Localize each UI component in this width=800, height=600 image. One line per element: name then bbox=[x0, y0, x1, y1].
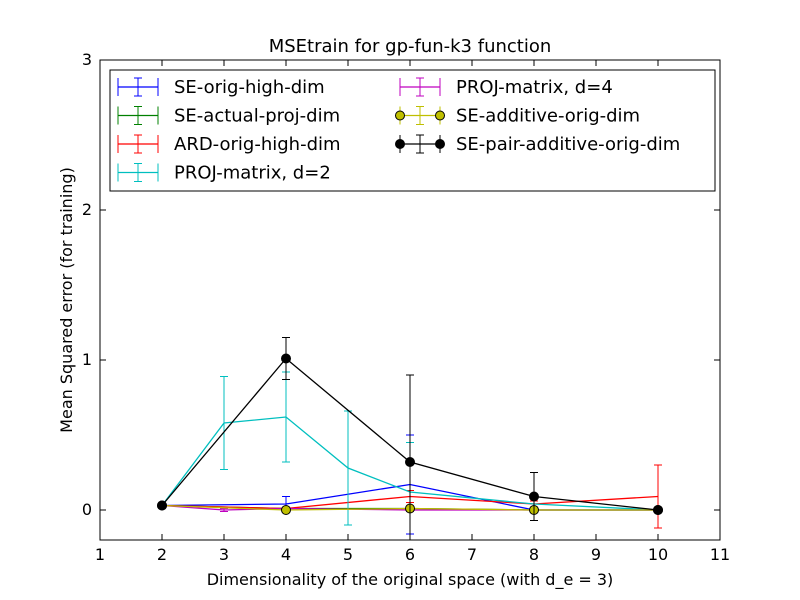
legend-marker bbox=[395, 139, 405, 149]
legend-box bbox=[109, 69, 716, 192]
data-point bbox=[281, 505, 291, 515]
legend-label: SE-additive-orig-dim bbox=[456, 106, 640, 127]
x-tick-label: 9 bbox=[591, 545, 601, 564]
legend-marker bbox=[435, 139, 445, 149]
x-tick-label: 3 bbox=[219, 545, 229, 564]
legend-entry-4: PROJ-matrix, d=4 bbox=[399, 77, 613, 98]
legend-label: SE-orig-high-dim bbox=[174, 77, 325, 98]
x-axis-label: Dimensionality of the original space (wi… bbox=[207, 570, 614, 590]
legend-marker bbox=[395, 110, 405, 121]
series-3 bbox=[161, 371, 662, 540]
x-tick-label: 11 bbox=[710, 545, 730, 564]
x-tick-label: 6 bbox=[405, 545, 415, 564]
data-point bbox=[529, 491, 539, 502]
x-tick-label: 7 bbox=[467, 545, 477, 564]
legend-label: SE-pair-additive-orig-dim bbox=[456, 134, 680, 155]
x-tick-label: 5 bbox=[343, 545, 353, 564]
axes: 1 2 3 4 5 6 7 8 9 10 11 0 1 2 3 bbox=[82, 50, 730, 564]
legend-marker bbox=[435, 110, 445, 121]
y-tick-label: 3 bbox=[82, 50, 92, 69]
legend-label: PROJ-matrix, d=4 bbox=[456, 77, 613, 98]
data-point bbox=[405, 457, 415, 467]
legend-label: SE-actual-proj-dim bbox=[174, 106, 340, 127]
y-axis-label: Mean Squared error (for training) bbox=[57, 167, 76, 433]
x-tick-label: 2 bbox=[157, 545, 167, 564]
legend-entry-2: ARD-orig-high-dim bbox=[117, 134, 341, 155]
legend-entry-6: SE-pair-additive-orig-dim bbox=[395, 134, 680, 155]
data-point bbox=[157, 500, 167, 511]
legend-label: PROJ-matrix, d=2 bbox=[174, 163, 331, 184]
y-tick-label: 2 bbox=[82, 200, 92, 219]
legend-label: ARD-orig-high-dim bbox=[174, 134, 341, 155]
x-tick-label: 8 bbox=[529, 545, 539, 564]
legend-entry-0: SE-orig-high-dim bbox=[117, 77, 325, 98]
series-2 bbox=[161, 464, 662, 529]
legend-entry-5: SE-additive-orig-dim bbox=[395, 106, 640, 127]
data-point bbox=[653, 505, 663, 515]
y-tick-label: 1 bbox=[82, 350, 92, 369]
x-tick-label: 4 bbox=[281, 545, 291, 564]
x-tick-label: 10 bbox=[648, 545, 668, 564]
legend-entry-1: SE-actual-proj-dim bbox=[117, 106, 340, 127]
plot-area bbox=[157, 337, 663, 540]
series-6 bbox=[157, 337, 663, 540]
legend-entry-3: PROJ-matrix, d=2 bbox=[117, 163, 331, 184]
y-tick-label: 0 bbox=[82, 500, 92, 519]
x-tick-label: 1 bbox=[95, 545, 105, 564]
data-point bbox=[281, 353, 291, 364]
legend: SE-orig-high-dim SE-actual-proj-dim ARD-or… bbox=[109, 69, 716, 192]
series-0 bbox=[158, 434, 658, 535]
chart-title: MSEtrain for gp-fun-k3 function bbox=[269, 36, 552, 57]
